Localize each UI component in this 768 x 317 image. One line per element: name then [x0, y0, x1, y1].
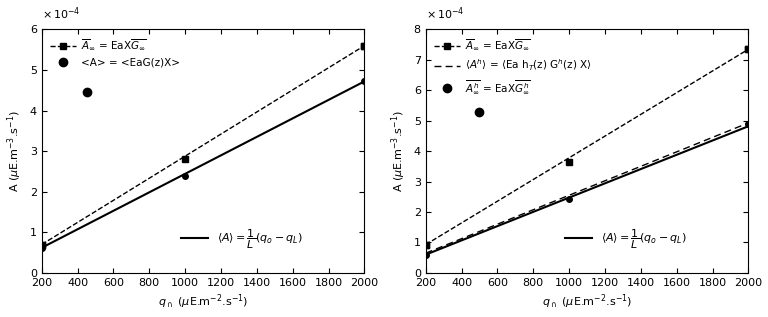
Y-axis label: A ($\mu$E.m$^{-3}$.s$^{-1}$): A ($\mu$E.m$^{-3}$.s$^{-1}$)	[5, 110, 24, 192]
Text: $\times\,10^{-4}$: $\times\,10^{-4}$	[41, 6, 80, 22]
Legend: $\langle A\rangle = \dfrac{1}{L}\left(q_o - q_L\right)$: $\langle A\rangle = \dfrac{1}{L}\left(q_…	[560, 223, 691, 255]
Legend: $\langle A\rangle = \dfrac{1}{L}\left(q_o - q_L\right)$: $\langle A\rangle = \dfrac{1}{L}\left(q_…	[176, 223, 307, 255]
X-axis label: $q_\cap$ ($\mu$E.m$^{-2}$.s$^{-1}$): $q_\cap$ ($\mu$E.m$^{-2}$.s$^{-1}$)	[542, 293, 632, 311]
X-axis label: $q_\cap$ ($\mu$E.m$^{-2}$.s$^{-1}$): $q_\cap$ ($\mu$E.m$^{-2}$.s$^{-1}$)	[158, 293, 248, 311]
Text: $\times\,10^{-4}$: $\times\,10^{-4}$	[425, 6, 464, 22]
Y-axis label: A ($\mu$E.m$^{-3}$.s$^{-1}$): A ($\mu$E.m$^{-3}$.s$^{-1}$)	[389, 110, 408, 192]
